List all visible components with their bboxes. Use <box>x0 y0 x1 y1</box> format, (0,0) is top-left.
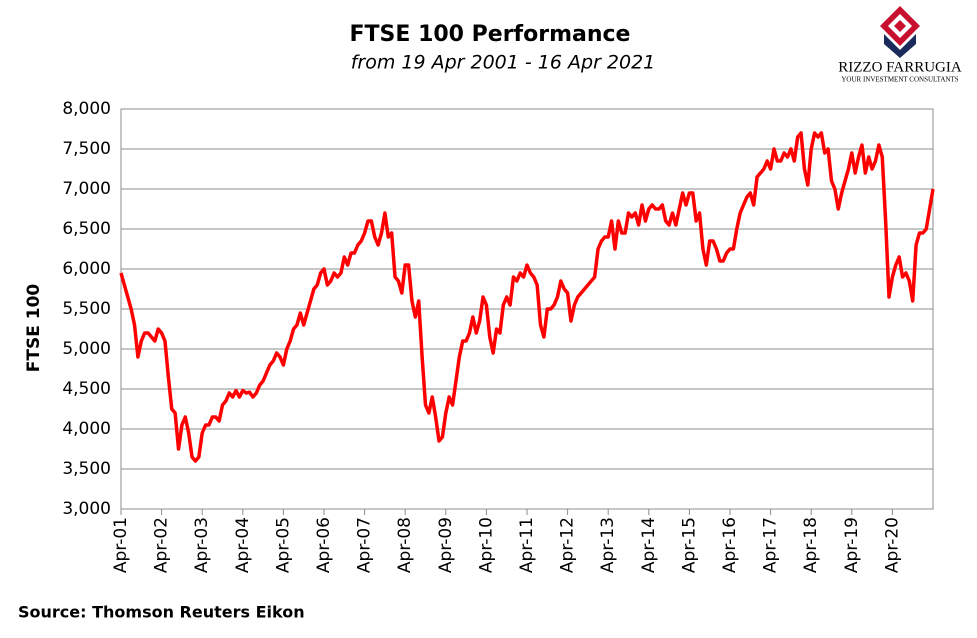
x-tick-label: Apr-01 <box>111 517 131 573</box>
y-tick-label: 3,000 <box>62 499 111 519</box>
x-tick-label: Apr-04 <box>233 517 253 573</box>
x-tick-label: Apr-02 <box>152 517 172 573</box>
y-tick-label: 7,500 <box>62 139 111 159</box>
x-tick-label: Apr-12 <box>558 517 578 573</box>
logo-icon <box>880 6 920 58</box>
y-tick-label: 3,500 <box>62 459 111 479</box>
y-tick-label: 6,000 <box>62 259 111 279</box>
x-tick-label: Apr-16 <box>720 517 740 573</box>
logo-tagline: YOUR INVESTMENT CONSULTANTS <box>841 76 958 84</box>
x-tick-label: Apr-08 <box>395 517 415 573</box>
y-tick-label: 5,500 <box>62 299 111 319</box>
y-tick-label: 4,000 <box>62 419 111 439</box>
price-line <box>119 131 935 463</box>
x-tick-label: Apr-17 <box>761 517 781 573</box>
x-tick-label: Apr-11 <box>517 517 537 573</box>
x-tick-label: Apr-07 <box>355 517 375 573</box>
source-note: Source: Thomson Reuters Eikon <box>18 603 305 622</box>
x-tick-label: Apr-18 <box>801 517 821 573</box>
x-tick-label: Apr-13 <box>598 517 618 573</box>
y-tick-label: 6,500 <box>62 219 111 239</box>
chart-subtitle: from 19 Apr 2001 - 16 Apr 2021 <box>351 52 656 74</box>
x-tick-label: Apr-15 <box>679 517 699 573</box>
x-tick-label: Apr-06 <box>314 517 334 573</box>
x-tick-label: Apr-05 <box>273 517 293 573</box>
x-tick-label: Apr-20 <box>882 517 902 573</box>
logo-name: RIZZO FARRUGIA <box>838 59 962 75</box>
x-tick-label: Apr-03 <box>192 517 212 573</box>
x-tick-label: Apr-14 <box>639 517 659 573</box>
x-tick-label: Apr-09 <box>436 517 456 573</box>
y-axis-label: FTSE 100 <box>24 284 44 373</box>
y-tick-label: 5,000 <box>62 339 111 359</box>
chart-title: FTSE 100 Performance <box>350 22 631 47</box>
y-tick-label: 4,500 <box>62 379 111 399</box>
x-tick-label: Apr-19 <box>842 517 862 573</box>
x-tick-label: Apr-10 <box>476 517 496 573</box>
y-tick-label: 7,000 <box>62 179 111 199</box>
y-tick-label: 8,000 <box>62 99 111 119</box>
